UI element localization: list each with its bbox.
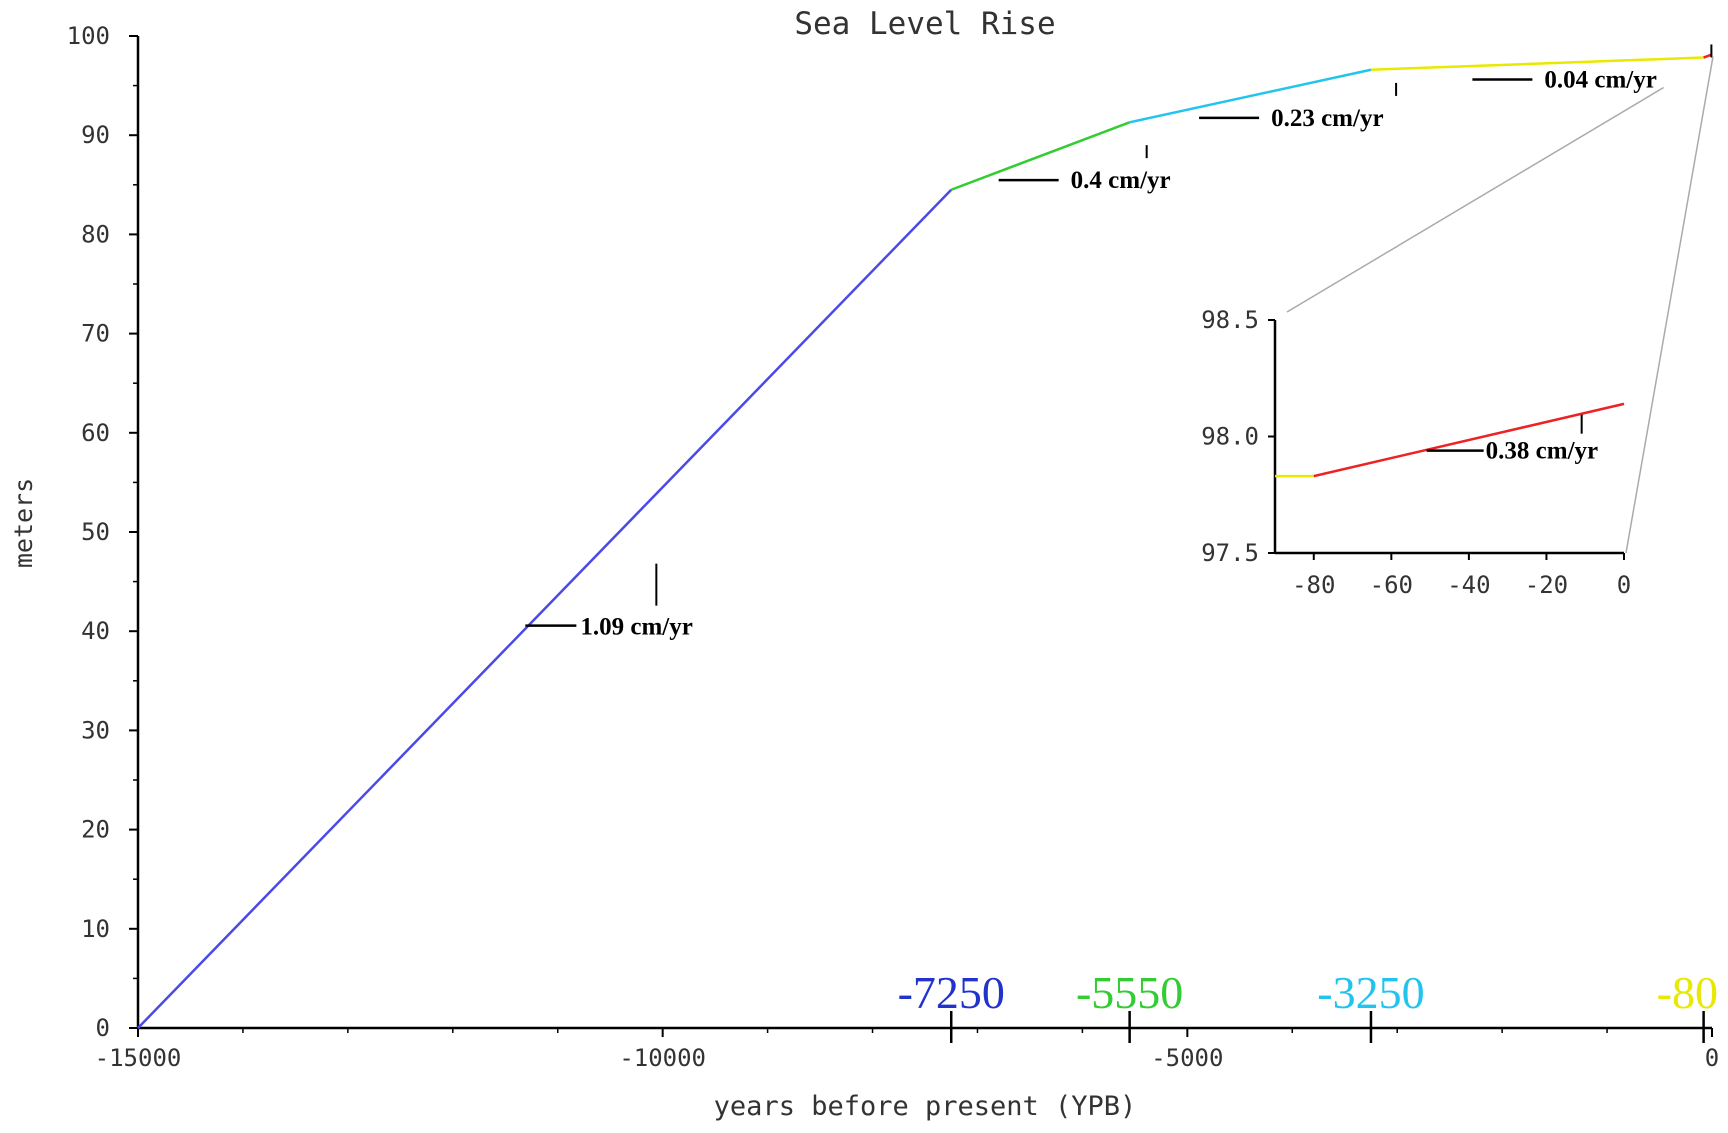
- inset-x-tick-label: -20: [1525, 571, 1568, 599]
- x-tick-label: -5000: [1151, 1044, 1223, 1072]
- y-axis-label: meters: [9, 478, 38, 568]
- rate-annotation-label: 0.04 cm/yr: [1544, 66, 1656, 93]
- main-plot: 0 10 20 30 40 50 60 70 80 90 100 -15000 -10000 -5000 0…: [67, 22, 1720, 1072]
- y-tick-label: 80: [81, 220, 110, 248]
- inset-y-tick-label: 98.5: [1201, 306, 1259, 334]
- chart-title: Sea Level Rise: [794, 6, 1055, 42]
- y-tick-label: 40: [81, 617, 110, 645]
- zoom-connector: [1286, 86, 1664, 313]
- breakpoint-label: -3250: [1317, 967, 1424, 1018]
- inset-rate-annotation-label: 0.38 cm/yr: [1486, 438, 1598, 465]
- inset-x-tick-label: -80: [1292, 571, 1335, 599]
- inset-y-tick-label: 98.0: [1201, 423, 1259, 451]
- x-tick-label: 0: [1705, 1044, 1719, 1072]
- x-tick-label: -10000: [619, 1044, 706, 1072]
- breakpoint-label: -5550: [1076, 967, 1183, 1018]
- breakpoint-label: -7250: [898, 967, 1005, 1018]
- inset-y-tick-label: 97.5: [1201, 539, 1259, 567]
- series-line-1: [950, 121, 1131, 191]
- y-tick-label: 0: [96, 1014, 110, 1042]
- y-tick-label: 30: [81, 716, 110, 744]
- breakpoint-label: -80: [1657, 967, 1718, 1018]
- y-tick-label: 10: [81, 915, 110, 943]
- inset-plot: 97.5 98.0 98.5 -80 -60 -40 -20 0 0.38 cm/yr: [1201, 56, 1714, 599]
- y-tick-label: 90: [81, 121, 110, 149]
- y-tick-label: 20: [81, 816, 110, 844]
- inset-x-tick-label: -40: [1447, 571, 1490, 599]
- inset-series-line-1: [1313, 402, 1625, 478]
- series-line-2: [1129, 68, 1372, 124]
- y-tick-label: 100: [67, 22, 110, 50]
- rate-annotation-label: 0.23 cm/yr: [1271, 105, 1383, 132]
- inset-x-tick-label: 0: [1617, 571, 1631, 599]
- rate-annotation-label: 1.09 cm/yr: [580, 614, 692, 641]
- y-tick-label: 70: [81, 320, 110, 348]
- inset-x-tick-label: -60: [1370, 571, 1413, 599]
- x-axis-label: years before present (YPB): [714, 1091, 1137, 1122]
- y-tick-label: 60: [81, 419, 110, 447]
- zoom-connector: [1625, 56, 1714, 554]
- y-tick-label: 50: [81, 518, 110, 546]
- x-tick-label: -15000: [95, 1044, 182, 1072]
- rate-annotation-label: 0.4 cm/yr: [1071, 167, 1171, 194]
- series-line-0: [137, 188, 953, 1029]
- series-line-3: [1370, 56, 1704, 71]
